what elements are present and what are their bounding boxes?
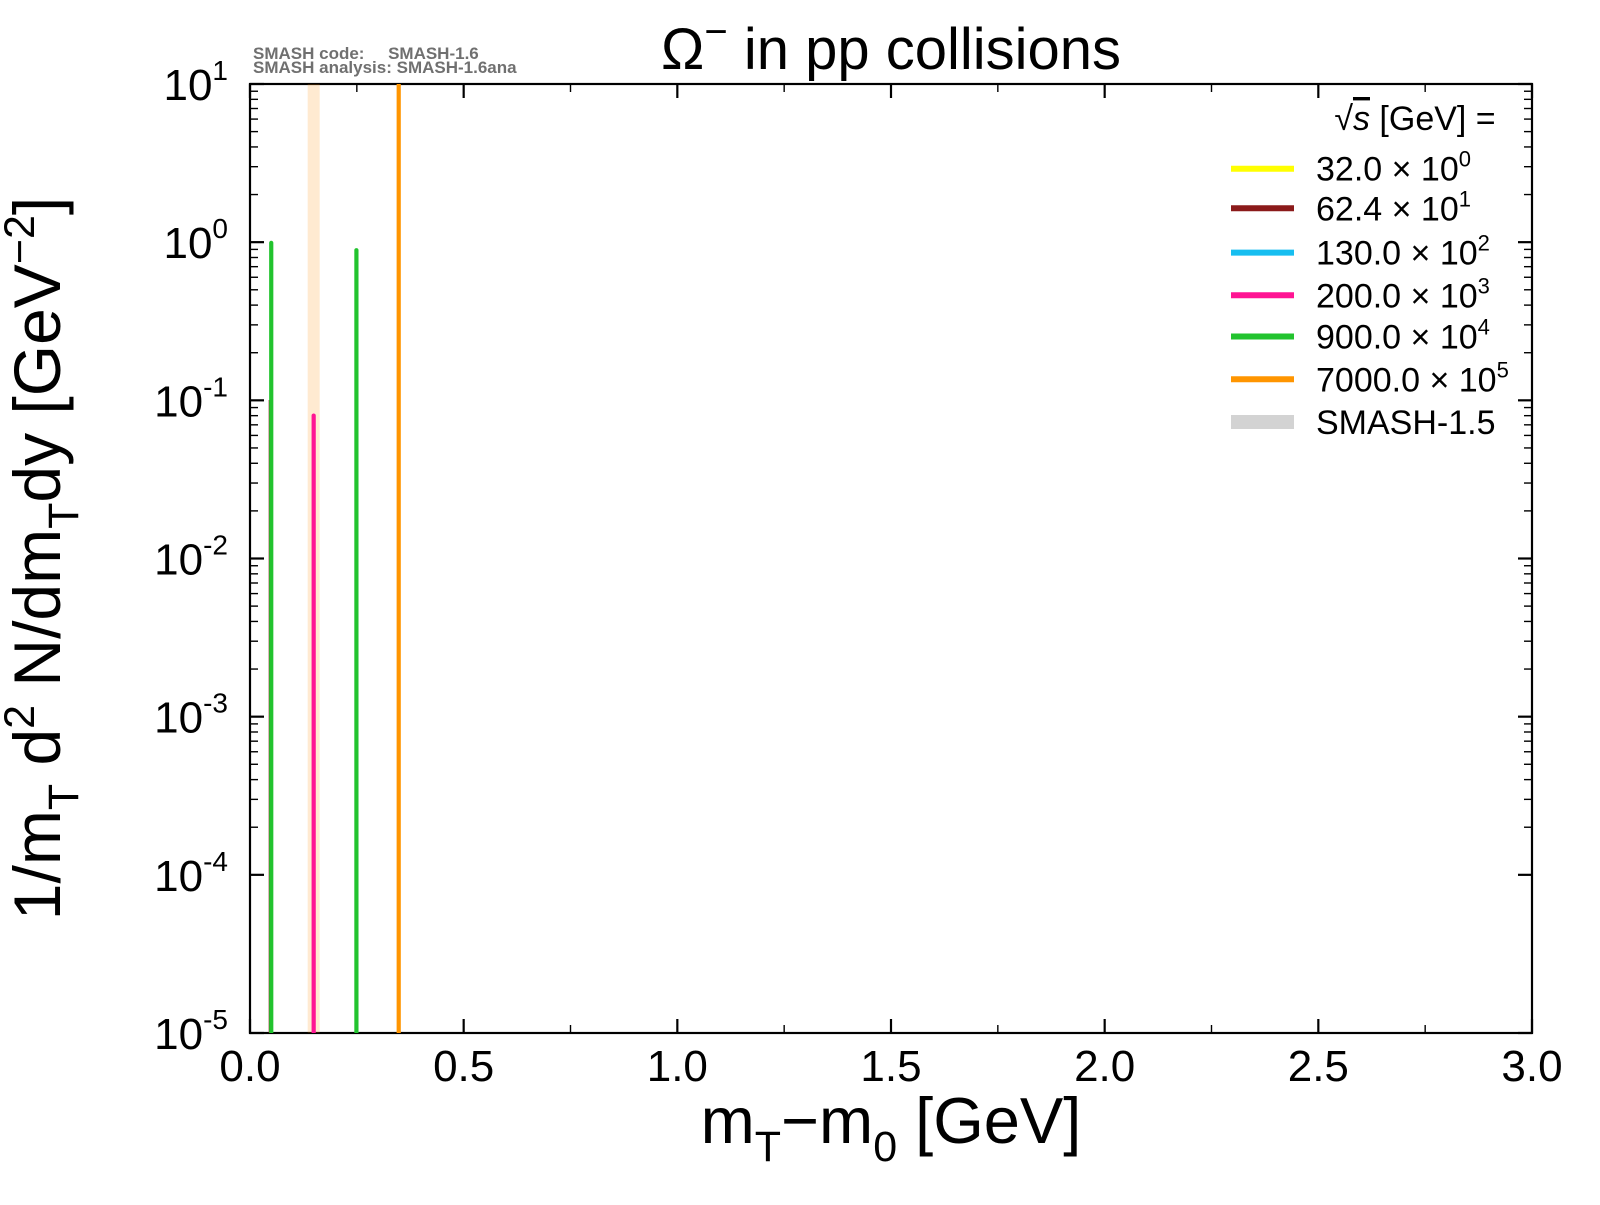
svg-text:SMASH-1.5: SMASH-1.5	[1316, 404, 1496, 442]
svg-text:200.0 × 103: 200.0 × 103	[1316, 273, 1490, 315]
svg-text:2.0: 2.0	[1074, 1042, 1135, 1091]
svg-text:2.5: 2.5	[1288, 1042, 1349, 1091]
svg-text:900.0 × 104: 900.0 × 104	[1316, 315, 1490, 357]
svg-text:1.0: 1.0	[647, 1042, 708, 1091]
svg-text:62.4 × 101: 62.4 × 101	[1316, 186, 1471, 228]
svg-text:3.0: 3.0	[1501, 1042, 1562, 1091]
svg-text:130.0 × 102: 130.0 × 102	[1316, 231, 1490, 273]
svg-text:32.0 × 100: 32.0 × 100	[1316, 147, 1471, 189]
svg-text:0.5: 0.5	[433, 1042, 494, 1091]
svg-text:0.0: 0.0	[219, 1042, 280, 1091]
svg-text:SMASH analysis: SMASH-1.6ana: SMASH analysis: SMASH-1.6ana	[253, 58, 517, 77]
svg-text:7000.0 × 105: 7000.0 × 105	[1316, 357, 1509, 399]
svg-text:Ω− in pp collisions: Ω− in pp collisions	[661, 10, 1121, 82]
svg-text:√s [GeV] =: √s [GeV] =	[1334, 100, 1495, 138]
